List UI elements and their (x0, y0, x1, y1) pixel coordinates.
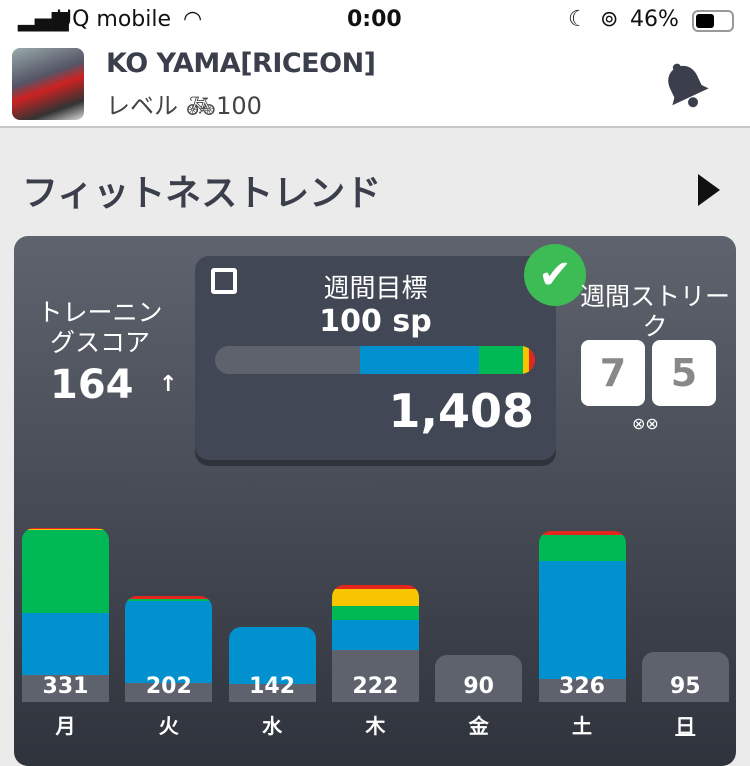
progress-segment-red (529, 346, 535, 374)
bar-segment-blue (125, 601, 213, 684)
bar-segment-red (538, 530, 626, 535)
fitness-trend-card: トレーニングスコア 164 ↑ 週間目標 100 sp 1,408 ✔ 週間スト… (14, 236, 736, 766)
bar-segment-yellow (331, 589, 419, 606)
bar-segment-red (125, 595, 213, 600)
carrier: UQ mobile (56, 7, 172, 32)
bar-segment-red (22, 528, 109, 530)
bar-segment-blue (331, 620, 419, 651)
bar-segment-blue (228, 627, 316, 685)
bar-segment-yellow (22, 529, 109, 531)
bar-value-label: 90 (463, 674, 494, 699)
streak-label: 週間ストリーク (580, 282, 731, 341)
bar-value-label: 326 (559, 674, 605, 699)
bar-segment-gray (435, 654, 523, 702)
progress-segment-gray (215, 346, 360, 374)
avatar[interactable] (12, 48, 84, 120)
bar-segment-blue (538, 560, 626, 679)
day-label: 日 (675, 714, 696, 738)
bar-4[interactable] (435, 654, 523, 702)
bar-segment-red (331, 585, 419, 590)
bar-segment-gray (228, 684, 316, 702)
day-label: 金 (468, 714, 489, 738)
streak-digit: 5 (652, 340, 716, 406)
day-label: 木 (365, 714, 386, 738)
clock: 0:00 (347, 7, 402, 32)
bike-icon: 🚲︎ (185, 92, 217, 120)
moon-icon: ☾ (568, 7, 588, 32)
signal-icon: ▂▄▆ (18, 7, 69, 32)
day-label: 火 (158, 714, 179, 738)
weekly-goal-progress-bar (215, 346, 535, 374)
bar-segment-gray (538, 678, 626, 702)
bar-2[interactable] (228, 627, 316, 702)
profile-header: KO YAMA[RICEON] レベル 🚲︎100 (0, 42, 750, 128)
battery-percent: 46% (630, 7, 679, 32)
bar-value-label: 222 (352, 674, 399, 699)
rotation-lock-icon: ⊚ (600, 7, 619, 32)
bar-segment-green (538, 534, 626, 561)
status-bar: ▂▄▆ UQ mobile ◠ 0:00 ☾ ⊚ 46% (0, 0, 750, 42)
bar-value-label: 142 (249, 674, 296, 699)
section-title: フィットネストレンド (22, 173, 382, 214)
progress-segment-green (479, 346, 523, 374)
day-label: 土 (572, 714, 592, 738)
play-arrow-icon[interactable] (698, 174, 720, 206)
goal-achieved-check-icon: ✔ (524, 244, 586, 306)
bar-segment-green (22, 530, 109, 614)
bar-value-label: 331 (42, 674, 89, 699)
bar-segment-blue (22, 613, 109, 676)
battery-icon (692, 10, 734, 32)
day-label: 月 (55, 714, 76, 738)
bar-value-label: 95 (669, 674, 701, 699)
training-score-label: トレーニングスコア (37, 298, 163, 357)
bar-segment-green (331, 605, 419, 621)
level-value: 100 (216, 92, 262, 120)
training-score-value: 164 (50, 362, 134, 408)
bar-segment-green (125, 599, 213, 602)
bar-5[interactable] (538, 530, 626, 702)
bell-icon[interactable] (660, 58, 710, 112)
bar-segment-gray (22, 675, 109, 702)
wifi-icon: ◠ (183, 7, 203, 32)
bar-6[interactable] (641, 652, 729, 702)
trend-up-icon: ↑ (159, 372, 178, 397)
progress-segment-yellow (523, 346, 529, 374)
bar-0[interactable] (22, 528, 109, 702)
weekly-goal-total: 1,408 (388, 384, 534, 438)
bar-segment-gray (331, 650, 419, 702)
weekly-goal-title: 週間目標 (323, 274, 428, 304)
streak-digit: 7 (581, 340, 645, 406)
weekly-goal-panel[interactable]: 週間目標 100 sp 1,408 (195, 256, 556, 460)
progress-segment-blue (360, 346, 479, 374)
weekly-goal-target: 100 sp (319, 304, 432, 339)
streak-lifebuoy-icons: ⊗⊗ (632, 414, 659, 433)
bar-segment-gray (641, 652, 729, 702)
profile-level: レベル 🚲︎100 (106, 86, 262, 121)
bar-segment-gray (125, 683, 213, 702)
edit-icon[interactable] (211, 268, 237, 294)
bar-1[interactable] (125, 595, 213, 702)
bar-value-label: 202 (145, 674, 192, 699)
bar-3[interactable] (331, 585, 419, 702)
profile-name: KO YAMA[RICEON] (106, 48, 376, 79)
day-label: 水 (262, 714, 283, 738)
level-label: レベル (106, 92, 178, 120)
